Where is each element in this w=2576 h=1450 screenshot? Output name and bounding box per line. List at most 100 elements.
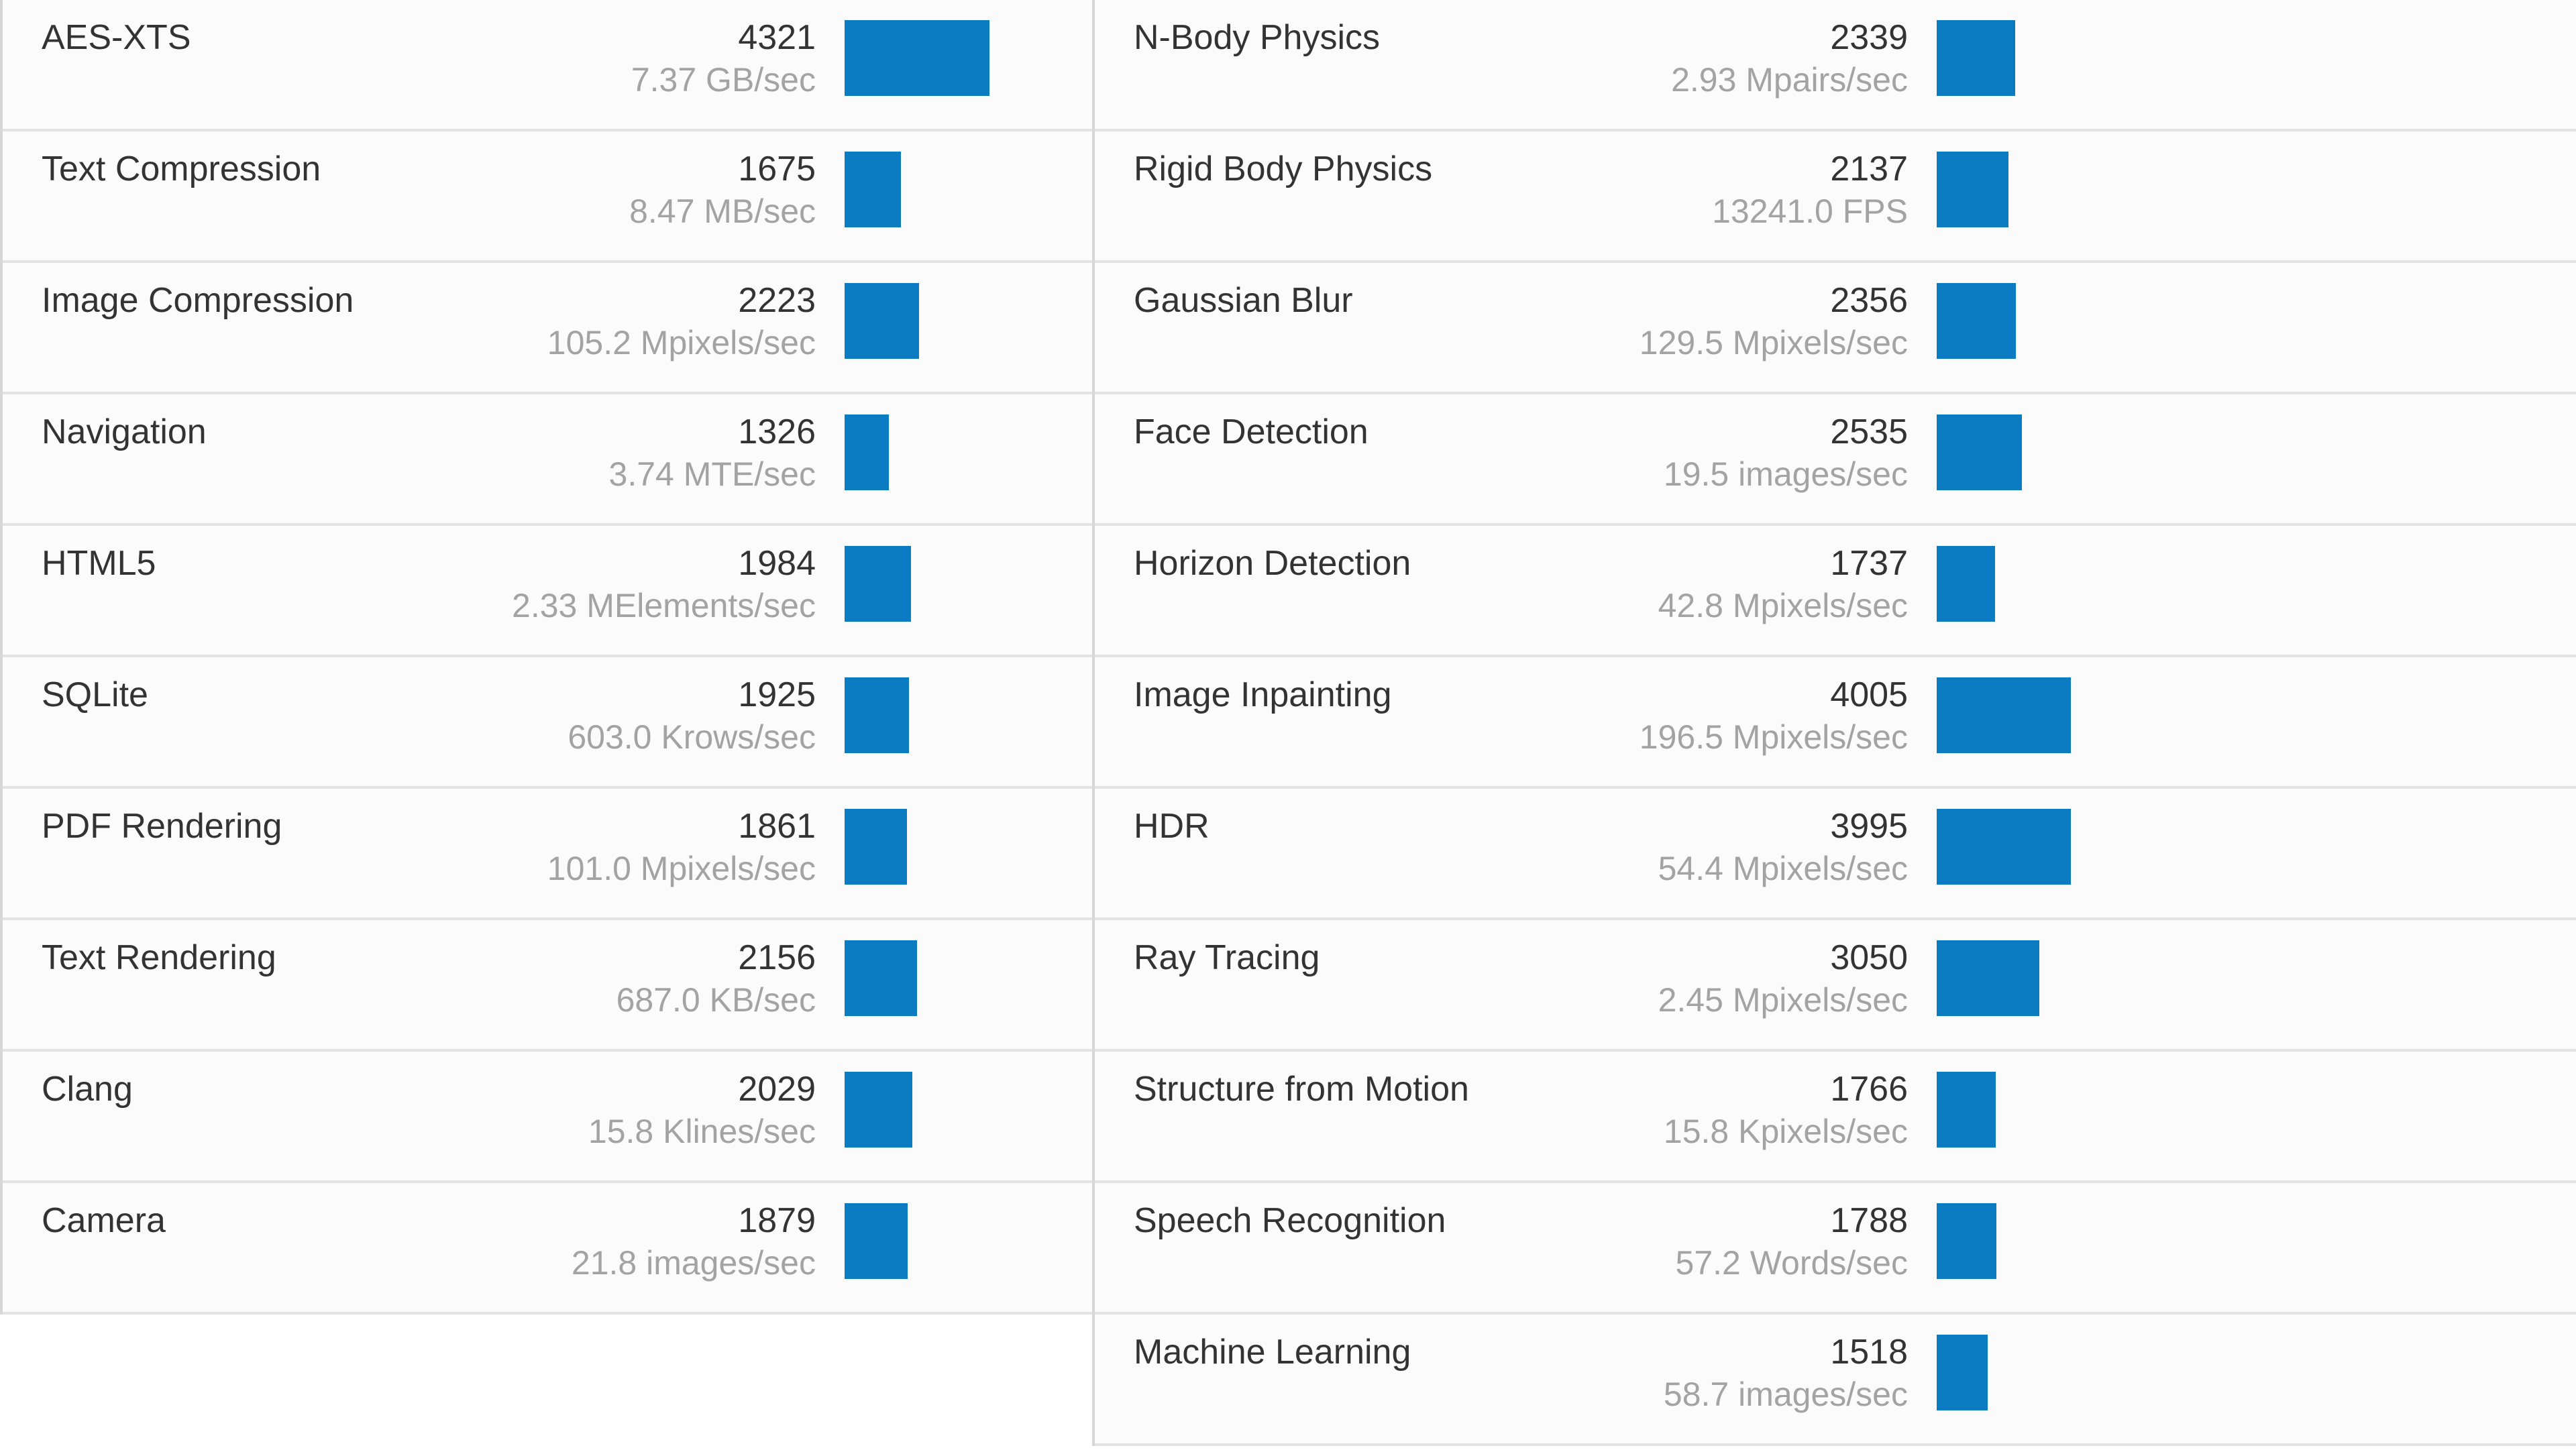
benchmark-rate: 129.5 Mpixels/sec <box>1639 324 1908 361</box>
benchmark-row: Rigid Body Physics 2137 13241.0 FPS <box>1095 131 2576 263</box>
benchmark-row: Text Rendering 2156 687.0 KB/sec <box>3 920 1092 1052</box>
score-bar <box>845 546 911 622</box>
benchmark-column-right: N-Body Physics 2339 2.93 Mpairs/sec Rigid B… <box>1092 0 2576 1446</box>
benchmark-name: Rigid Body Physics <box>1134 150 1433 188</box>
score-bar <box>1937 809 2071 885</box>
benchmark-score: 2029 <box>738 1070 816 1109</box>
benchmark-row: HTML5 1984 2.33 MElements/sec <box>3 526 1092 657</box>
benchmark-rate: 15.8 Klines/sec <box>588 1113 816 1150</box>
benchmark-rate: 13241.0 FPS <box>1712 192 1908 230</box>
benchmark-row: Speech Recognition 1788 57.2 Words/sec <box>1095 1183 2576 1315</box>
score-bar <box>845 414 889 490</box>
benchmark-name: Clang <box>42 1070 133 1109</box>
benchmark-rate: 58.7 images/sec <box>1663 1376 1908 1413</box>
benchmark-name: HTML5 <box>42 544 156 583</box>
benchmark-row: Camera 1879 21.8 images/sec <box>3 1183 1092 1315</box>
score-bar <box>1937 1072 1996 1148</box>
benchmark-row: AES-XTS 4321 7.37 GB/sec <box>3 0 1092 131</box>
benchmark-rate: 8.47 MB/sec <box>629 192 816 230</box>
benchmark-column-left: AES-XTS 4321 7.37 GB/sec Text Compression 16… <box>0 0 1092 1315</box>
benchmark-score: 2356 <box>1830 281 1908 320</box>
score-bar <box>1937 1335 1988 1410</box>
benchmark-score: 1518 <box>1830 1333 1908 1372</box>
score-bar <box>845 677 909 753</box>
benchmark-rate: 2.45 Mpixels/sec <box>1658 981 1908 1019</box>
benchmark-name: Image Compression <box>42 281 354 320</box>
benchmark-name: Gaussian Blur <box>1134 281 1353 320</box>
benchmark-rate: 603.0 Krows/sec <box>568 718 816 756</box>
benchmark-name: Text Compression <box>42 150 321 188</box>
benchmark-name: Horizon Detection <box>1134 544 1411 583</box>
benchmark-rate: 42.8 Mpixels/sec <box>1658 587 1908 624</box>
benchmark-name: Navigation <box>42 412 207 451</box>
score-bar <box>1937 546 1995 622</box>
benchmark-row: Image Compression 2223 105.2 Mpixels/sec <box>3 263 1092 394</box>
benchmark-row: HDR 3995 54.4 Mpixels/sec <box>1095 789 2576 920</box>
benchmark-name: PDF Rendering <box>42 807 282 846</box>
score-bar <box>845 1203 908 1279</box>
score-bar <box>1937 940 2039 1016</box>
score-bar <box>845 20 989 96</box>
benchmark-row: Ray Tracing 3050 2.45 Mpixels/sec <box>1095 920 2576 1052</box>
benchmark-rate: 7.37 GB/sec <box>631 61 816 99</box>
benchmark-name: Structure from Motion <box>1134 1070 1469 1109</box>
benchmark-score: 1326 <box>738 412 816 451</box>
benchmark-name: HDR <box>1134 807 1210 846</box>
benchmark-score: 2339 <box>1830 18 1908 57</box>
benchmark-name: SQLite <box>42 675 148 714</box>
benchmark-score: 1984 <box>738 544 816 583</box>
benchmark-row: N-Body Physics 2339 2.93 Mpairs/sec <box>1095 0 2576 131</box>
benchmark-name: Face Detection <box>1134 412 1368 451</box>
score-bar <box>845 283 919 359</box>
benchmark-row: Image Inpainting 4005 196.5 Mpixels/sec <box>1095 657 2576 789</box>
benchmark-score: 4005 <box>1830 675 1908 714</box>
benchmark-row: Clang 2029 15.8 Klines/sec <box>3 1052 1092 1183</box>
benchmark-rate: 54.4 Mpixels/sec <box>1658 850 1908 887</box>
score-bar <box>1937 1203 1996 1279</box>
benchmark-name: Text Rendering <box>42 938 276 977</box>
score-bar <box>845 152 901 227</box>
benchmark-rate: 101.0 Mpixels/sec <box>547 850 816 887</box>
benchmark-score: 2535 <box>1830 412 1908 451</box>
benchmark-name: Machine Learning <box>1134 1333 1411 1372</box>
benchmark-score: 1879 <box>738 1201 816 1240</box>
benchmark-score: 4321 <box>738 18 816 57</box>
score-bar <box>845 809 907 885</box>
benchmark-score: 2156 <box>738 938 816 977</box>
benchmark-score: 1737 <box>1830 544 1908 583</box>
benchmark-score: 1788 <box>1830 1201 1908 1240</box>
benchmark-score: 1925 <box>738 675 816 714</box>
benchmark-rate: 3.74 MTE/sec <box>608 455 816 493</box>
benchmark-score: 1766 <box>1830 1070 1908 1109</box>
benchmark-rate: 15.8 Kpixels/sec <box>1663 1113 1908 1150</box>
benchmark-name: Image Inpainting <box>1134 675 1392 714</box>
benchmark-score: 3995 <box>1830 807 1908 846</box>
benchmark-score: 2137 <box>1830 150 1908 188</box>
benchmark-score: 1861 <box>738 807 816 846</box>
benchmark-row: Machine Learning 1518 58.7 images/sec <box>1095 1315 2576 1446</box>
benchmark-name: N-Body Physics <box>1134 18 1380 57</box>
benchmark-score: 2223 <box>738 281 816 320</box>
benchmark-rate: 105.2 Mpixels/sec <box>547 324 816 361</box>
score-bar <box>1937 283 2016 359</box>
benchmark-name: Camera <box>42 1201 166 1240</box>
benchmark-rate: 19.5 images/sec <box>1663 455 1908 493</box>
benchmark-rate: 57.2 Words/sec <box>1675 1244 1908 1282</box>
benchmark-rate: 687.0 KB/sec <box>616 981 816 1019</box>
benchmark-rate: 2.93 Mpairs/sec <box>1671 61 1908 99</box>
benchmark-row: PDF Rendering 1861 101.0 Mpixels/sec <box>3 789 1092 920</box>
benchmark-row: Navigation 1326 3.74 MTE/sec <box>3 394 1092 526</box>
benchmark-row: Gaussian Blur 2356 129.5 Mpixels/sec <box>1095 263 2576 394</box>
score-bar <box>1937 20 2015 96</box>
score-bar <box>1937 414 2022 490</box>
benchmark-rate: 21.8 images/sec <box>571 1244 816 1282</box>
score-bar <box>845 1072 912 1148</box>
score-bar <box>1937 677 2071 753</box>
benchmark-rate: 2.33 MElements/sec <box>512 587 816 624</box>
benchmark-name: AES-XTS <box>42 18 191 57</box>
benchmark-row: Text Compression 1675 8.47 MB/sec <box>3 131 1092 263</box>
benchmark-score: 3050 <box>1830 938 1908 977</box>
benchmark-row: Face Detection 2535 19.5 images/sec <box>1095 394 2576 526</box>
benchmark-row: Structure from Motion 1766 15.8 Kpixels/se… <box>1095 1052 2576 1183</box>
